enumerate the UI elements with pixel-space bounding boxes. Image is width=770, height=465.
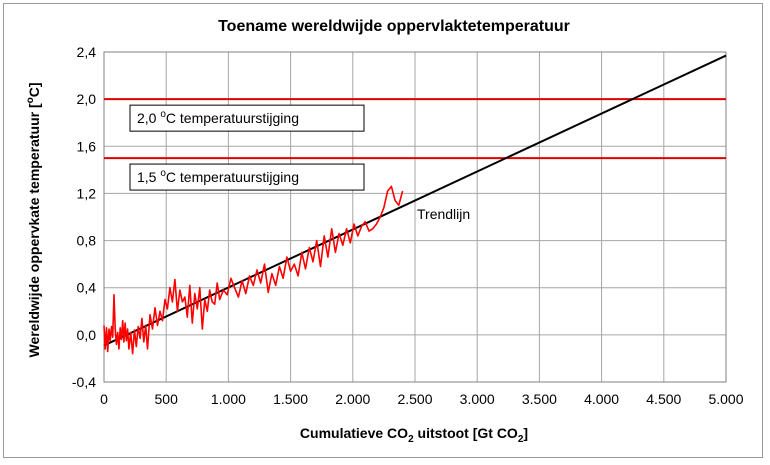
tick-labels: 0 500 1.000 1.500 2.000 2.500 3.000 3.500 4.000 4… [72, 44, 744, 407]
x-tick-label: 3.500 [522, 391, 557, 407]
series [103, 54, 727, 355]
threshold-lines [104, 98, 726, 160]
chart: Toename wereldwijde oppervlaktetemperatu… [25, 18, 744, 445]
chart-title: Toename wereldwijde oppervlaktetemperatu… [218, 18, 570, 35]
x-tick-label: 3.000 [460, 391, 495, 407]
chart-frame: Toename wereldwijde oppervlaktetemperatu… [3, 3, 763, 458]
plot-area-border [103, 51, 727, 383]
x-tick-label: 1.500 [273, 391, 308, 407]
x-tick-label: 4.500 [646, 391, 681, 407]
grid [103, 51, 727, 383]
x-tick-label: 0 [100, 391, 108, 407]
trend-line-label: Trendlijn [417, 206, 470, 222]
x-tick-label: 5.000 [708, 391, 743, 407]
x-tick-label: 1.000 [211, 391, 246, 407]
y-tick-label: 0,0 [77, 327, 97, 343]
y-tick-label: 1,6 [77, 138, 97, 154]
y-tick-label: 2,4 [77, 44, 97, 60]
trend-line [103, 54, 727, 347]
x-tick-label: 2.000 [335, 391, 370, 407]
threshold-label: 1,5 oC temperatuurstijging [137, 168, 299, 185]
annotations: 2,0 oC temperatuurstijging 1,5 oC tempera… [129, 104, 470, 222]
threshold-label: 2,0 oC temperatuurstijging [137, 109, 299, 126]
threshold-label-box [129, 163, 365, 191]
x-tick-label: 500 [155, 391, 179, 407]
y-tick-label: -0,4 [72, 374, 96, 390]
y-tick-label: 2,0 [77, 91, 97, 107]
x-tick-label: 2.500 [397, 391, 432, 407]
y-tick-label: 0,8 [77, 233, 97, 249]
y-axis-label: Wereldwijde oppervkate temperatuur [oC] [25, 82, 42, 357]
x-axis-label: Cumulatieve CO2 uitstoot [Gt CO2] [300, 425, 528, 445]
observed-temperature-line [103, 185, 404, 355]
threshold-label-box [129, 104, 365, 132]
y-tick-label: 1,2 [77, 185, 97, 201]
y-tick-label: 0,4 [77, 280, 97, 296]
x-tick-label: 4.000 [584, 391, 619, 407]
